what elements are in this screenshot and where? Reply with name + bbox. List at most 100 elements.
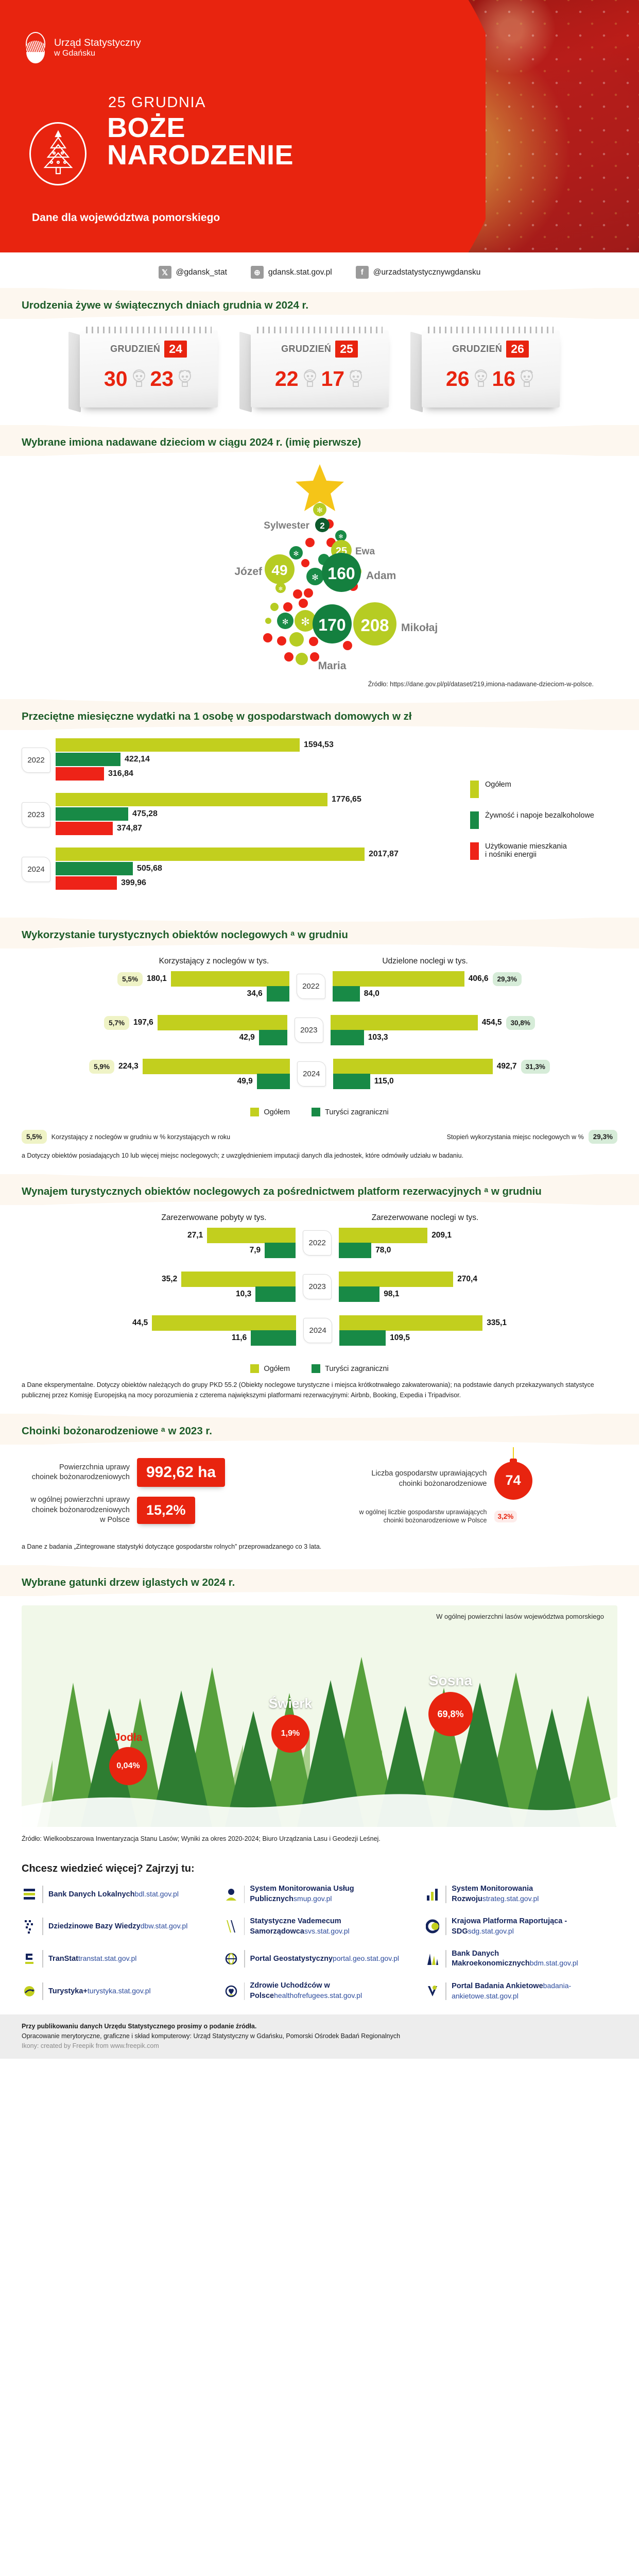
tourism-left-foreign-bar: [256, 1074, 290, 1089]
social-link-facebook[interactable]: f @urzadstatystycznywgdansku: [355, 266, 480, 279]
header-subtitle: Dane dla województwa pomorskiego: [32, 212, 220, 224]
name-label-sylwester: Sylwester: [264, 520, 309, 531]
link-url: badania-ankietowe.stat.gov.pl: [452, 1981, 572, 2001]
link-item-svs[interactable]: Statystyczne Vademecum Samorządowcasvs.s…: [223, 1917, 416, 1937]
link-item-turystyka[interactable]: Turystyka+turystyka.stat.gov.pl: [22, 1981, 214, 2001]
globe-icon: ⊕: [250, 266, 264, 279]
links-section-header: Chcesz wiedzieć więcej? Zajrzyj tu:: [22, 1863, 195, 1875]
link-item-ankiety[interactable]: Portal Badania Ankietowebadania-ankietow…: [425, 1981, 617, 2001]
christmas-tree-badge-icon: [29, 122, 87, 185]
tourism-left-total-bar: [170, 971, 289, 987]
calendar-card: GRUDZIEŃ 24 30 23: [79, 327, 218, 408]
choinki-share-label: w ogólnej powierzchni uprawy choinek boż…: [30, 1496, 130, 1524]
tourism-pct-right: 29,3%: [492, 972, 522, 986]
name-bubble-sylwester: [315, 518, 330, 532]
platforms-year-label: 2022: [303, 1230, 332, 1256]
link-item-bdm[interactable]: Bank Danych Makroekonomicznychbdm.stat.g…: [425, 1949, 617, 1969]
expenditure-year-label: 2023: [22, 802, 50, 827]
tourism-year-label: 2022: [296, 974, 325, 999]
social-label-website: gdansk.stat.gov.pl: [268, 267, 332, 277]
link-title: Bank Danych Makroekonomicznych: [452, 1949, 530, 1968]
legend-label-total: Ogółem: [264, 1364, 290, 1373]
bar-housing: [56, 767, 104, 781]
names-source-note: Źródło: https://dane.gov.pl/pl/dataset/2…: [368, 681, 594, 688]
bar-total-value: 1776,65: [332, 795, 361, 804]
platforms-row: 35,2 10,3 2023 270,4 98,1: [22, 1272, 617, 1302]
link-item-sdg[interactable]: Krajowa Platforma Raportująca - SDGsdg.s…: [425, 1917, 617, 1937]
smup-icon: [223, 1886, 239, 1903]
choinki-section-title: Choinki bożonarodzeniowe ᵃ w 2023 r.: [22, 1425, 212, 1437]
bar-housing-value: 316,84: [108, 769, 133, 778]
platforms-left-foreign-value: 11,6: [231, 1333, 247, 1343]
link-item-bdl[interactable]: Bank Danych Lokalnychbdl.stat.gov.pl: [22, 1884, 214, 1904]
platforms-right-foreign-value: 109,5: [390, 1333, 410, 1343]
tourism-head-left: Korzystający z noclegów w tys.: [159, 957, 269, 965]
link-item-dbw[interactable]: Dziedzinowe Bazy Wiedzydbw.stat.gov.pl: [22, 1917, 214, 1937]
tourism-title-band: Wykorzystanie turystycznych obiektów noc…: [0, 913, 639, 953]
social-label-x: @gdansk_stat: [176, 267, 227, 277]
link-title: TranStat: [48, 1954, 79, 1963]
girls-count: 17: [321, 366, 345, 391]
link-url: turystyka.stat.gov.pl: [87, 1986, 151, 1995]
svg-text:✻: ✻: [301, 616, 310, 628]
legend-item-total: Ogółem: [470, 781, 617, 798]
logo-line-2: w Gdańsku: [54, 48, 96, 58]
tourism-left-foreign-bar: [266, 986, 289, 1002]
footer-line-3: Ikony: created by Freepik from www.freep…: [22, 2042, 159, 2050]
health-icon: [223, 1983, 239, 1999]
platforms-title-band: Wynajem turystycznych obiektów noclegowy…: [0, 1170, 639, 1210]
social-link-x[interactable]: 𝕏 @gdansk_stat: [158, 266, 227, 279]
tourism-year-label: 2023: [294, 1018, 323, 1043]
name-bubble-adam: [321, 553, 361, 592]
platforms-right-total-value: 209,1: [431, 1231, 452, 1240]
tourism-right-foreign-bar: [330, 1030, 364, 1045]
facebook-icon: f: [355, 266, 369, 279]
legend-label-foreign: Turyści zagraniczni: [325, 1108, 389, 1116]
bar-food: [56, 862, 133, 875]
names-section: ✻ ✻ ✻ ✻ ✻ ✻: [0, 456, 639, 699]
link-item-geo[interactable]: Portal Geostatystycznyportal.geo.stat.go…: [223, 1949, 416, 1969]
platforms-legend: Ogółem Turyści zagraniczni: [22, 1359, 617, 1377]
link-title: System Monitorowania Usług Publicznych: [250, 1885, 354, 1904]
legend-swatch-foreign: [312, 1364, 321, 1374]
boy-icon: [473, 368, 489, 389]
births-section: GRUDZIEŃ 24 30 23: [0, 319, 639, 425]
platforms-right-total-value: 270,4: [457, 1275, 477, 1284]
platforms-left-total-bar: [207, 1228, 296, 1244]
legend-item-foreign: Turyści zagraniczni: [312, 1108, 389, 1116]
legend-label-total: Ogółem: [485, 781, 511, 789]
svg-text:✻: ✻: [312, 573, 318, 582]
link-item-transtat[interactable]: TranStattranstat.stat.gov.pl: [22, 1949, 214, 1969]
tourism-right-foreign-value: 115,0: [374, 1077, 394, 1086]
platforms-right-foreign-value: 78,0: [375, 1246, 391, 1255]
platforms-right-foreign-bar: [339, 1243, 372, 1259]
choinki-area-block: Powierzchnia uprawy choinek bożonarodzen…: [22, 1458, 317, 1534]
boys-count: 30: [103, 366, 128, 391]
dbw-icon: [22, 1918, 37, 1935]
platforms-left-total-value: 27,1: [187, 1231, 203, 1240]
platforms-right-total-bar: [339, 1272, 454, 1287]
bdl-icon: [22, 1886, 37, 1903]
link-item-health[interactable]: Zdrowie Uchodźców w Polscehealthofrefuge…: [223, 1981, 416, 2001]
footer-line-2: Opracowanie merytoryczne, graficzne i sk…: [22, 2032, 401, 2040]
expenditure-section-title: Przeciętne miesięczne wydatki na 1 osobę…: [22, 710, 412, 722]
choinki-title-band: Choinki bożonarodzeniowe ᵃ w 2023 r.: [0, 1410, 639, 1449]
social-link-website[interactable]: ⊕ gdansk.stat.gov.pl: [250, 266, 332, 279]
platforms-head-left: Zarezerwowane pobyty w tys.: [161, 1213, 267, 1223]
expenditure-year-label: 2024: [22, 856, 50, 882]
tourism-pct-right: 31,3%: [521, 1059, 550, 1074]
link-title: Bank Danych Lokalnych: [48, 1890, 135, 1899]
name-label-ewa: Ewa: [355, 546, 375, 557]
calendar-month-label: GRUDZIEŃ: [452, 344, 503, 354]
forest-species-value: 1,9%: [271, 1715, 309, 1753]
link-item-strateg[interactable]: System Monitorowania Rozwojustrateg.stat…: [425, 1884, 617, 1904]
boy-icon: [131, 368, 147, 389]
tourism-left-foreign-bar: [258, 1030, 287, 1045]
tourism-year-label: 2024: [297, 1061, 326, 1087]
legend-swatch-food: [470, 811, 479, 829]
link-url: smup.gov.pl: [293, 1894, 332, 1903]
bar-total: [56, 793, 327, 806]
link-item-smup[interactable]: System Monitorowania Usług Publicznychsm…: [223, 1884, 416, 1904]
title-line-1: BOŻE: [107, 112, 186, 143]
calendar-day-number: 24: [164, 341, 187, 358]
